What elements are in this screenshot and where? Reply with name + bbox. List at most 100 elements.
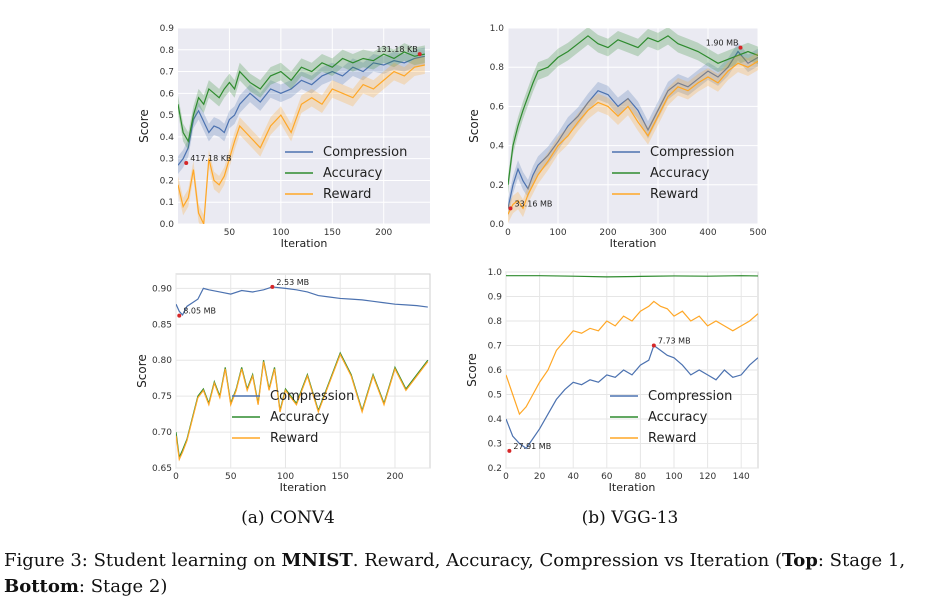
series-band-compression xyxy=(508,42,758,218)
series-line-accuracy xyxy=(178,51,425,143)
y-tick-label: 0.1 xyxy=(160,198,174,208)
annotation-marker xyxy=(651,343,656,348)
series-line-compression xyxy=(178,55,425,166)
y-tick-label: 0.80 xyxy=(152,356,172,366)
x-axis-label: Iteration xyxy=(609,481,656,494)
y-tick-label: 0.9 xyxy=(160,24,175,34)
y-tick-label: 0.4 xyxy=(490,142,505,152)
x-tick-label: 20 xyxy=(534,472,546,482)
y-axis-label: Score xyxy=(465,353,479,387)
y-tick-label: 0.4 xyxy=(160,133,175,143)
y-tick-label: 0.5 xyxy=(160,111,174,121)
x-tick-label: 300 xyxy=(649,228,666,238)
y-tick-label: 0.8 xyxy=(160,46,175,56)
y-tick-label: 0.0 xyxy=(160,220,175,230)
series-line-compression xyxy=(508,50,758,209)
annotation-label: 2.53 MB xyxy=(276,278,309,287)
x-tick-label: 100 xyxy=(549,228,566,238)
legend-label: Compression xyxy=(650,145,734,160)
legend-label: Compression xyxy=(270,389,354,404)
x-tick-label: 140 xyxy=(733,472,750,482)
chart-panel-conv4-stage1: 0.0 0.1 0.2 0.3 0.4 0.5 0.6 0.7 0.8 0.9 50 100 150 20… xyxy=(137,24,430,250)
x-tick-label: 80 xyxy=(635,472,647,482)
legend-label: Accuracy xyxy=(270,410,330,425)
plot-area xyxy=(175,273,431,469)
series-band-compression xyxy=(178,47,425,175)
y-tick-label: 1.0 xyxy=(488,268,503,278)
y-tick-label: 0.6 xyxy=(490,102,505,112)
y-tick-label: 0.7 xyxy=(160,68,174,78)
x-axis-label: Iteration xyxy=(280,481,327,494)
chart-panel-conv4-stage2: 0.65 0.70 0.75 0.80 0.85 0.90 0 50 100 150 200 Iter… xyxy=(135,273,431,494)
annotation-label: 417.18 KB xyxy=(190,154,231,163)
legend-label: Reward xyxy=(648,431,696,446)
annotation-marker xyxy=(507,448,512,453)
legend-label: Accuracy xyxy=(650,166,710,181)
y-tick-label: 0.65 xyxy=(152,464,172,474)
series-band-accuracy xyxy=(178,43,425,151)
y-tick-label: 1.0 xyxy=(490,24,505,34)
y-tick-label: 0.0 xyxy=(490,220,505,230)
caption-top: Top xyxy=(781,550,818,571)
annotation-marker xyxy=(270,284,275,289)
legend-label: Accuracy xyxy=(648,410,708,425)
x-tick-label: 150 xyxy=(324,228,341,238)
x-tick-label: 200 xyxy=(386,472,403,482)
caption-suffix: : Stage 2) xyxy=(78,576,168,597)
annotation-marker xyxy=(738,45,743,50)
plot-area xyxy=(508,28,758,224)
x-tick-label: 60 xyxy=(601,472,613,482)
y-tick-label: 0.2 xyxy=(490,181,504,191)
y-tick-label: 0.6 xyxy=(160,89,175,99)
x-tick-label: 500 xyxy=(749,228,766,238)
legend-label: Reward xyxy=(650,187,698,202)
plot-area xyxy=(178,28,430,224)
chart-panel-vgg13-stage1: 0.0 0.2 0.4 0.6 0.8 1.0 0 100 200 300 400 500 Iterat… xyxy=(467,24,767,250)
y-tick-label: 0.4 xyxy=(488,415,503,425)
annotation-label: 8.05 MB xyxy=(183,307,216,316)
series-line-reward xyxy=(506,300,758,416)
series-line-accuracy xyxy=(508,35,758,185)
x-tick-label: 100 xyxy=(665,472,682,482)
series-line-reward xyxy=(508,60,758,215)
y-tick-label: 0.2 xyxy=(488,464,502,474)
series-line-compression xyxy=(176,286,428,317)
y-tick-label: 0.5 xyxy=(488,391,502,401)
chart-panel-vgg13-stage2: 0.2 0.3 0.4 0.5 0.6 0.7 0.8 0.9 1.0 0 20 40 60 80 100 1… xyxy=(465,268,759,494)
x-tick-label: 0 xyxy=(505,228,511,238)
y-tick-label: 0.6 xyxy=(488,366,503,376)
annotation-label: 27.91 MB xyxy=(513,442,551,451)
series-line-reward xyxy=(176,352,429,462)
y-axis-label: Score xyxy=(467,109,481,143)
x-tick-label: 100 xyxy=(277,472,294,482)
annotation-label: 33.16 MB xyxy=(515,199,553,208)
y-tick-label: 0.2 xyxy=(160,176,174,186)
annotation-marker xyxy=(177,313,182,318)
series-line-reward xyxy=(178,64,425,224)
x-tick-label: 200 xyxy=(599,228,616,238)
caption-dataset: MNIST xyxy=(281,550,353,571)
subcaption-vgg13: (b) VGG-13 xyxy=(581,508,679,528)
y-tick-label: 0.8 xyxy=(490,63,505,73)
annotation-label: 131.18 KB xyxy=(376,45,417,54)
y-tick-label: 0.75 xyxy=(152,392,172,402)
legend-label: Accuracy xyxy=(323,166,383,181)
x-tick-label: 150 xyxy=(332,472,349,482)
y-tick-label: 0.8 xyxy=(488,317,503,327)
legend-label: Reward xyxy=(323,187,371,202)
y-tick-label: 0.70 xyxy=(152,428,172,438)
x-tick-label: 100 xyxy=(272,228,289,238)
series-band-reward xyxy=(508,52,758,224)
annotation-marker xyxy=(508,206,513,211)
annotation-marker xyxy=(184,161,189,166)
x-tick-label: 0 xyxy=(173,472,179,482)
caption-mid2: : Stage 1, xyxy=(817,550,906,571)
figure-caption: Figure 3: Student learning on MNIST. Rew… xyxy=(4,548,926,600)
x-axis-label: Iteration xyxy=(281,237,328,250)
y-tick-label: 0.90 xyxy=(152,284,172,294)
annotation-label: 1.90 MB xyxy=(706,39,739,48)
y-tick-label: 0.3 xyxy=(160,155,174,165)
annotation-marker xyxy=(417,52,422,57)
series-line-accuracy xyxy=(506,275,758,278)
